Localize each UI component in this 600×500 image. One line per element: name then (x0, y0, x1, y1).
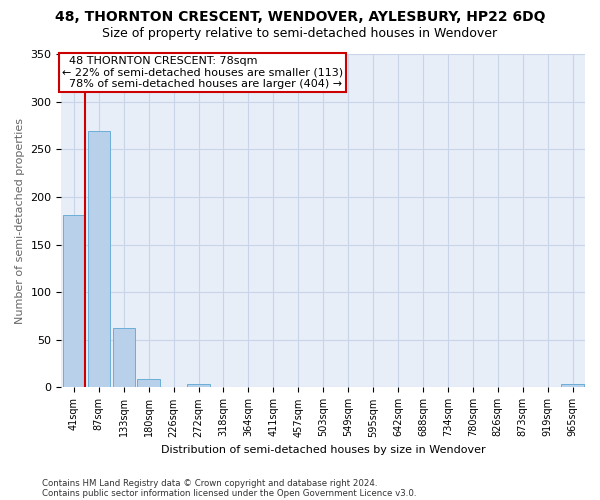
Text: Contains HM Land Registry data © Crown copyright and database right 2024.: Contains HM Land Registry data © Crown c… (42, 478, 377, 488)
Bar (137, 379, 160, 388)
Text: Size of property relative to semi-detached houses in Wendover: Size of property relative to semi-detach… (103, 28, 497, 40)
Bar (88, 131, 110, 388)
Y-axis label: Number of semi-detached properties: Number of semi-detached properties (15, 118, 25, 324)
X-axis label: Distribution of semi-detached houses by size in Wendover: Distribution of semi-detached houses by … (161, 445, 485, 455)
Text: 48 THORNTON CRESCENT: 78sqm
← 22% of semi-detached houses are smaller (113)
  78: 48 THORNTON CRESCENT: 78sqm ← 22% of sem… (62, 56, 343, 89)
Text: Contains public sector information licensed under the Open Government Licence v3: Contains public sector information licen… (42, 488, 416, 498)
Bar (562, 384, 584, 388)
Bar (62, 215, 85, 388)
Text: 48, THORNTON CRESCENT, WENDOVER, AYLESBURY, HP22 6DQ: 48, THORNTON CRESCENT, WENDOVER, AYLESBU… (55, 10, 545, 24)
Bar (113, 328, 135, 388)
Bar (187, 384, 210, 388)
